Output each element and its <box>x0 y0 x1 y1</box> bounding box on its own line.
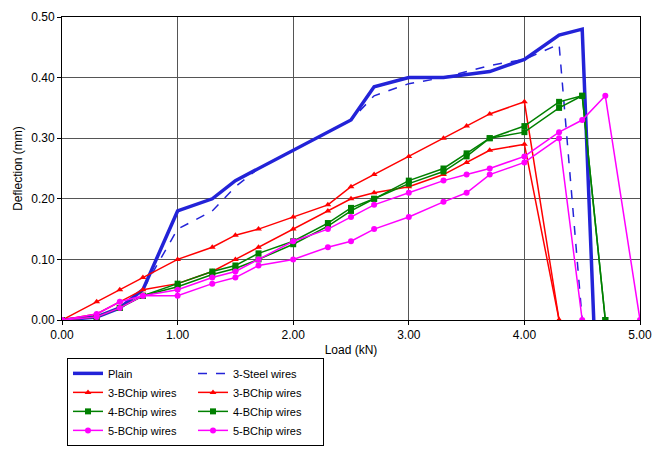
svg-text:4-BChip wires: 4-BChip wires <box>233 406 302 418</box>
svg-text:5.00: 5.00 <box>628 328 652 342</box>
svg-text:0.30: 0.30 <box>31 131 55 145</box>
svg-text:5-BChip wires: 5-BChip wires <box>233 425 302 437</box>
svg-text:2.00: 2.00 <box>282 328 306 342</box>
svg-text:Load (kN): Load (kN) <box>325 343 378 357</box>
svg-text:Deflection (mm): Deflection (mm) <box>11 126 25 211</box>
svg-text:4.00: 4.00 <box>513 328 537 342</box>
svg-text:1.00: 1.00 <box>166 328 190 342</box>
svg-text:0.20: 0.20 <box>31 192 55 206</box>
svg-text:0.00: 0.00 <box>50 328 74 342</box>
svg-text:3-Steel wires: 3-Steel wires <box>233 368 297 380</box>
svg-text:3-BChip wires: 3-BChip wires <box>233 387 302 399</box>
svg-text:Plain: Plain <box>108 368 132 380</box>
svg-text:0.40: 0.40 <box>31 71 55 85</box>
svg-text:0.50: 0.50 <box>31 10 55 24</box>
svg-text:0.10: 0.10 <box>31 253 55 267</box>
svg-text:4-BChip wires: 4-BChip wires <box>108 406 177 418</box>
svg-text:5-BChip wires: 5-BChip wires <box>108 425 177 437</box>
svg-text:0.00: 0.00 <box>31 313 55 327</box>
svg-text:3.00: 3.00 <box>397 328 421 342</box>
svg-text:3-BChip wires: 3-BChip wires <box>108 387 177 399</box>
